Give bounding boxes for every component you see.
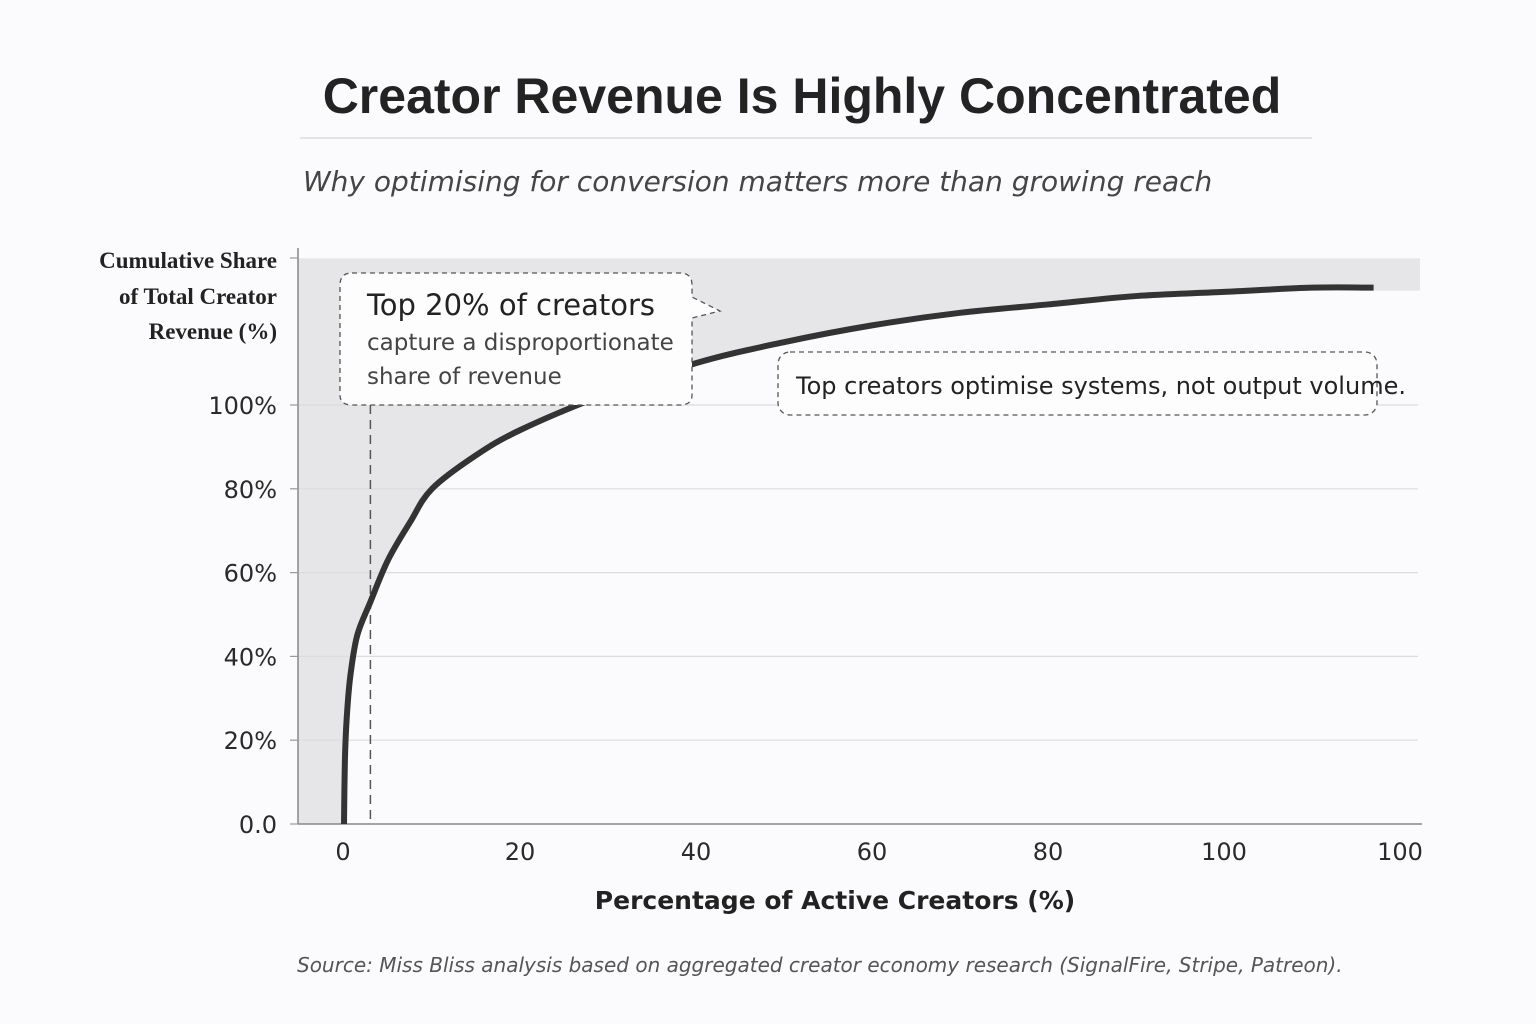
annotation-text: Top creators optimise systems, not outpu…	[795, 372, 1406, 400]
y-axis-label-line: Cumulative Share	[99, 248, 277, 273]
x-tick-label: 100	[1377, 838, 1423, 866]
chart-subtitle: Why optimising for conversion matters mo…	[303, 165, 1212, 198]
x-tick-label: 60	[857, 838, 888, 866]
x-tick-label: 80	[1033, 838, 1064, 866]
chart-title: Creator Revenue Is Highly Concentrated	[323, 68, 1282, 124]
annotation-top-20: Top 20% of creators capture a disproport…	[339, 272, 722, 406]
y-axis-label-line: Revenue (%)	[149, 319, 277, 344]
y-tick-label: 0.0	[239, 811, 277, 839]
y-ticks: 0.0 20% 40% 60% 80% 100%	[208, 392, 298, 839]
annotation-box	[777, 351, 1378, 416]
y-tick-label: 40%	[224, 643, 277, 671]
y-axis-label: Cumulative Share of Total Creator Revenu…	[99, 248, 277, 344]
annotation-line: share of revenue	[367, 364, 562, 390]
x-tick-label: 0	[335, 838, 350, 866]
annotation-title: Top 20% of creators	[366, 288, 655, 322]
annotation-callout-box	[339, 272, 722, 406]
x-ticks: 0 20 40 60 80 100 100	[335, 838, 1423, 866]
annotation-systems: Top creators optimise systems, not outpu…	[777, 351, 1406, 416]
x-tick-label: 100	[1201, 838, 1247, 866]
y-tick-label: 100%	[208, 392, 277, 420]
y-axis-label-line: of Total Creator	[119, 284, 277, 309]
x-tick-label: 40	[681, 838, 712, 866]
y-tick-label: 80%	[224, 476, 277, 504]
x-axis-label: Percentage of Active Creators (%)	[595, 886, 1075, 915]
y-tick-label: 20%	[224, 727, 277, 755]
annotation-line: capture a disproportionate	[367, 330, 674, 356]
source-note: Source: Miss Bliss analysis based on agg…	[297, 953, 1343, 977]
x-tick-label: 20	[505, 838, 536, 866]
y-tick-label: 60%	[224, 560, 277, 588]
